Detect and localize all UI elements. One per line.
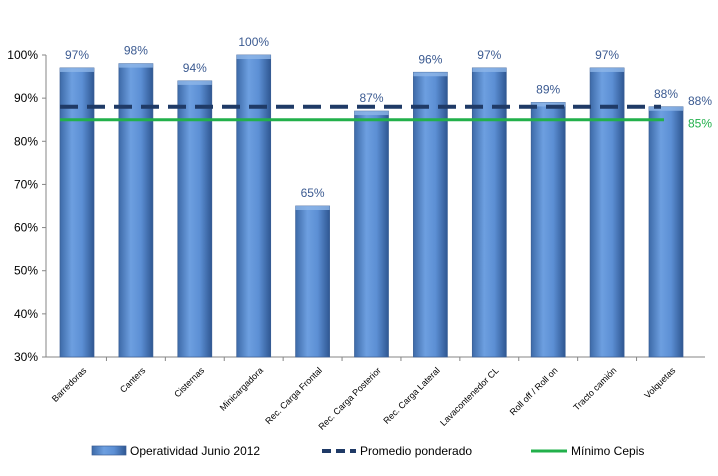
data-label: 94% [183, 61, 207, 75]
x-tick-label: Minicargadora [218, 365, 265, 412]
x-tick-label: Rec. Carga Posterior [316, 365, 383, 432]
legend-label-promedio: Promedio ponderado [360, 444, 472, 458]
data-label: 88% [654, 87, 678, 101]
bar [236, 54, 272, 358]
bar-top-highlight [177, 80, 212, 85]
y-ticks: 30% 40% 50% 60% 70% 80% 90% 100% [7, 48, 46, 364]
data-label: 98% [124, 44, 148, 58]
bar [354, 110, 389, 358]
bar-top-highlight [295, 206, 330, 210]
bars [59, 54, 684, 358]
x-tick-label: Roll off / Roll on [508, 365, 560, 417]
data-label: 87% [359, 91, 383, 105]
y-tick-label: 60% [14, 221, 38, 235]
legend-label-operatividad: Operatividad Junio 2012 [130, 444, 260, 458]
y-tick-label: 40% [14, 307, 38, 321]
legend-swatch-operatividad [91, 445, 127, 456]
data-label: 65% [301, 186, 325, 200]
data-label: 97% [477, 48, 501, 62]
y-axis: 30% 40% 50% 60% 70% 80% 90% 100% [7, 48, 47, 364]
bar [648, 106, 684, 358]
data-labels: 97% 98% 94% 100% 65% 87% 96% 97% 89% 97% 88% [65, 35, 678, 200]
bar-top-highlight [472, 67, 507, 72]
legend: Operatividad Junio 2012 Promedio pondera… [91, 444, 644, 458]
data-label: 89% [536, 82, 560, 96]
promedio-ponderado-label: 88% [688, 94, 712, 108]
x-tick-label: Rec. Carga Frontal [263, 365, 324, 426]
y-tick-label: 80% [14, 134, 38, 148]
y-tick-label: 100% [7, 48, 38, 62]
data-label: 97% [595, 48, 619, 62]
x-tick-label: Canters [118, 365, 148, 395]
minimo-cepis-label: 85% [688, 117, 712, 131]
x-tick-label: Volquetas [642, 365, 677, 400]
bar-top-highlight [60, 67, 94, 72]
bar [413, 71, 448, 358]
x-tick-label: Tracto camión [571, 365, 618, 412]
bar-top-highlight [531, 102, 566, 107]
x-tick-label: Rec. Carga Lateral [381, 365, 441, 425]
bar [471, 67, 507, 358]
bar-top-highlight [236, 55, 271, 59]
bar-top-highlight [354, 111, 389, 116]
bar-top-highlight [118, 63, 153, 68]
x-tick-label: Lavacontenedor CL [438, 365, 501, 428]
bar-top-highlight [590, 67, 625, 72]
x-tick-label: Barredoras [50, 365, 89, 404]
y-tick-label: 50% [14, 264, 38, 278]
y-tick-label: 70% [14, 177, 38, 191]
data-label: 97% [65, 48, 89, 62]
bar [118, 63, 154, 358]
bar-top-highlight [649, 106, 683, 111]
legend-label-minimo: Mínimo Cepis [571, 444, 644, 458]
bar [589, 67, 625, 358]
y-tick-label: 90% [14, 91, 38, 105]
data-label: 96% [418, 52, 442, 66]
x-ticks: Barredoras Canters Cisternas MinicargadoraR… [50, 357, 678, 432]
data-label: 100% [238, 35, 269, 49]
bar [530, 102, 566, 358]
bar [295, 205, 330, 358]
bar [177, 80, 213, 358]
y-tick-label: 30% [14, 350, 38, 364]
bar [59, 67, 95, 358]
x-tick-label: Cisternas [172, 365, 206, 399]
bar-top-highlight [413, 72, 448, 77]
